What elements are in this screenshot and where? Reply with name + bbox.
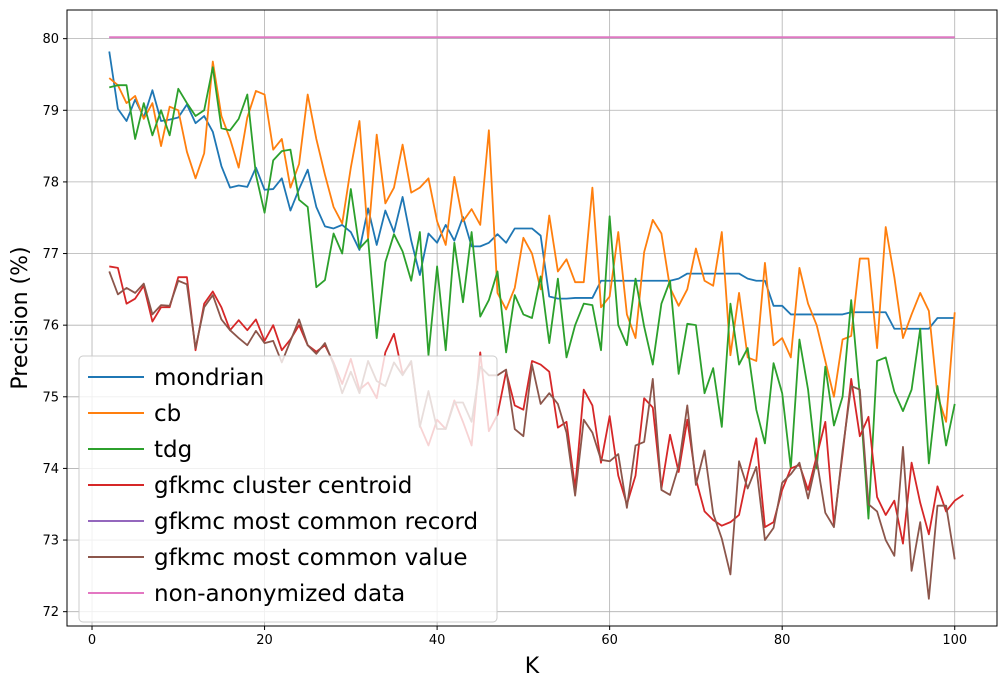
series-line-gfkmc-cluster-centroid [109, 265, 964, 545]
series-line-cb [108, 60, 956, 423]
x-tick-label: 0 [88, 633, 96, 648]
axis-ticks: 0 20 40 60 80 100 72 73 74 75 76 77 78 79 80 [42, 32, 967, 648]
legend-label: gfkmc cluster centroid [154, 473, 412, 499]
y-tick-label: 79 [42, 104, 59, 119]
y-tick-label: 73 [42, 534, 59, 549]
x-axis-label: K [525, 654, 540, 679]
y-tick-label: 80 [42, 32, 59, 47]
y-tick-label: 78 [42, 175, 59, 190]
x-tick-label: 80 [774, 633, 791, 648]
legend-box [78, 355, 498, 623]
legend-label: non-anonymized data [154, 581, 405, 607]
x-tick-label: 100 [942, 633, 967, 648]
y-tick-label: 76 [42, 319, 59, 334]
series-layer [108, 36, 964, 600]
legend-label: mondrian [154, 365, 264, 391]
plot-frame [66, 9, 998, 627]
series-line-tdg [109, 66, 956, 520]
legend-label: gfkmc most common record [154, 509, 478, 535]
y-axis-label: Precision (%) [8, 246, 33, 389]
x-tick-label: 20 [256, 633, 273, 648]
y-tick-label: 77 [42, 247, 59, 262]
y-tick-label: 72 [42, 605, 59, 620]
y-tick-label: 75 [42, 390, 59, 405]
legend-label: gfkmc most common value [154, 545, 467, 571]
legend-label: tdg [154, 437, 192, 463]
x-tick-label: 60 [601, 633, 618, 648]
legend-label: cb [154, 401, 181, 427]
series-line-mondrian [108, 51, 955, 330]
series-line-gfkmc-most-common-value [108, 271, 956, 600]
y-tick-label: 74 [42, 462, 59, 477]
x-tick-label: 40 [429, 633, 446, 648]
legend: mondrian cb tdg gfkmc cluster centroid gfkmc… [78, 355, 498, 623]
